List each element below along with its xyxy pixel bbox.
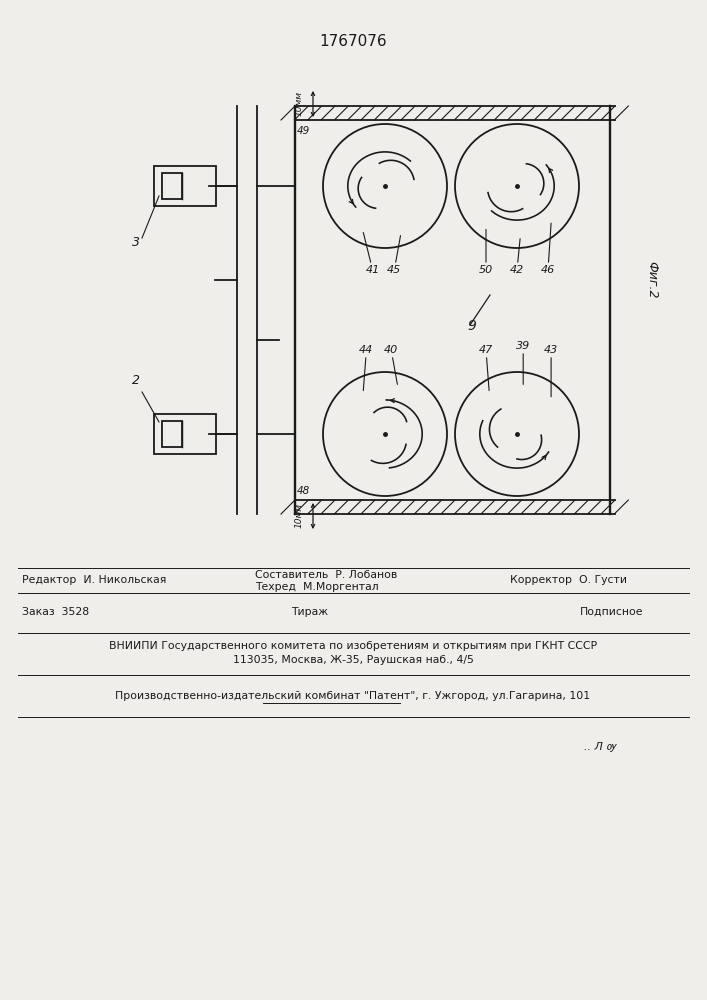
Text: 40: 40	[384, 345, 398, 384]
Bar	[162, 421, 182, 447]
Text: 9: 9	[467, 319, 476, 333]
Text: Составитель  Р. Лобанов: Составитель Р. Лобанов	[255, 570, 397, 580]
Text: ВНИИПИ Государственного комитета по изобретениям и открытиям при ГКНТ СССР: ВНИИПИ Государственного комитета по изоб…	[109, 641, 597, 651]
Text: .. Л ѹ: .. Л ѹ	[584, 742, 617, 752]
Text: 47: 47	[479, 345, 493, 391]
Text: 39: 39	[516, 341, 530, 384]
Text: 48: 48	[297, 486, 310, 496]
Bar	[154, 166, 216, 206]
Text: 41: 41	[363, 232, 380, 275]
Text: 3: 3	[132, 236, 140, 249]
Text: 50: 50	[479, 229, 493, 275]
Text: Фиг.2: Фиг.2	[645, 261, 658, 299]
Text: 2: 2	[132, 374, 140, 387]
Text: 10мм: 10мм	[295, 504, 303, 528]
Bar	[162, 173, 182, 199]
Text: Техред  М.Моргентал: Техред М.Моргентал	[255, 582, 379, 592]
Text: 113035, Москва, Ж-35, Раушская наб., 4/5: 113035, Москва, Ж-35, Раушская наб., 4/5	[233, 655, 474, 665]
Bar	[154, 414, 216, 454]
Text: 10мм: 10мм	[295, 92, 303, 116]
Text: 1767076: 1767076	[319, 34, 387, 49]
Text: 46: 46	[541, 223, 555, 275]
Text: 42: 42	[510, 239, 524, 275]
Text: Редактор  И. Никольская: Редактор И. Никольская	[22, 575, 166, 585]
Text: 44: 44	[359, 345, 373, 391]
Text: Тираж: Тираж	[291, 607, 329, 617]
Text: Производственно-издательский комбинат "Патент", г. Ужгород, ул.Гагарина, 101: Производственно-издательский комбинат "П…	[115, 691, 590, 701]
Text: Корректор  О. Густи: Корректор О. Густи	[510, 575, 627, 585]
Text: 45: 45	[387, 236, 402, 275]
Text: Заказ  3528: Заказ 3528	[22, 607, 89, 617]
Text: 43: 43	[544, 345, 559, 397]
Text: 49: 49	[297, 126, 310, 136]
Text: Подписное: Подписное	[580, 607, 643, 617]
